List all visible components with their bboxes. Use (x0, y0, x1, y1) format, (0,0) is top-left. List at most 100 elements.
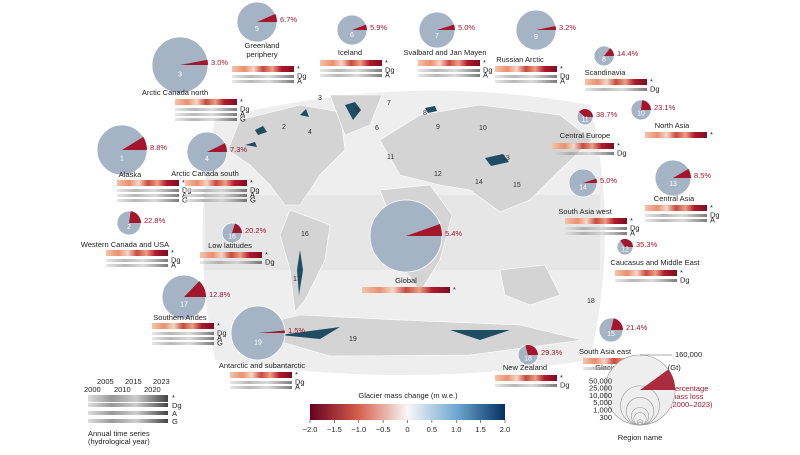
loss-label: 29.3% (541, 348, 563, 357)
loss-label: 35.3% (636, 240, 658, 249)
region-name: Global (395, 276, 417, 285)
pie-number: 2 (127, 224, 131, 231)
row-label: A (240, 109, 245, 118)
time-series-strip (552, 152, 614, 155)
pie-number: 17 (180, 302, 188, 309)
loss-label: 8.8% (150, 143, 167, 152)
pie-number: 4 (205, 156, 209, 163)
time-legend: Annual time series (hydrological year) (88, 429, 150, 446)
row-label: * (483, 58, 486, 67)
pie-number: 12 (621, 247, 629, 254)
pie-number: 11 (581, 117, 588, 124)
row-label: G (240, 114, 246, 123)
time-series-strip (230, 386, 292, 389)
map-region-number: 7 (387, 100, 391, 107)
row-label: G (250, 195, 256, 204)
region-name: Caucasus and Middle East (610, 258, 700, 267)
row-label: A (385, 70, 390, 79)
row-label: Dg (217, 328, 227, 337)
row-label: Dg (560, 71, 570, 80)
time-note: (hydrological year) (88, 437, 150, 446)
row-label: Dg (265, 257, 275, 266)
colorbar-tick-label: 0.5 (427, 425, 437, 434)
pie-number: 19 (254, 339, 262, 346)
time-series-strip (175, 113, 237, 116)
loss-label: 5.9% (370, 23, 387, 32)
year-label: 2010 (114, 385, 131, 394)
colorbar-title: Glacier mass change (m w.e.) (358, 391, 458, 400)
loss-label: 8.5% (694, 171, 711, 180)
loss-label: 14.4% (617, 49, 639, 58)
row-label: Dg (680, 275, 690, 284)
time-series-strip (645, 214, 707, 217)
colorbar-tick-label: 1.5 (475, 425, 485, 434)
pie-number: 5 (255, 26, 259, 33)
map-region-number: 16 (301, 231, 309, 238)
time-series-strip (565, 232, 627, 235)
map-region-number: 14 (475, 179, 483, 186)
pie-number: 9 (534, 34, 538, 41)
time-series-strip (418, 74, 480, 77)
pie-loss-wedge (604, 48, 614, 56)
region-name: South Asia west (558, 207, 612, 216)
row-label: A (250, 190, 255, 199)
map-region-number: 18 (587, 298, 595, 305)
pie-loss-wedge (673, 168, 691, 178)
pie-loss-wedge (578, 109, 593, 117)
map-region-number: 11 (387, 154, 394, 161)
time-series-strip (615, 270, 677, 276)
map-region-number: 13 (502, 155, 510, 162)
time-series-strip (185, 180, 247, 186)
time-series-strip (106, 259, 168, 262)
row-label: * (385, 58, 388, 67)
pie-loss-wedge (620, 239, 633, 247)
time-series-strip (645, 219, 707, 222)
time-series-strip (565, 218, 627, 224)
row-label: Dg (710, 210, 720, 219)
time-series-strip (418, 69, 480, 72)
row-label: A (182, 190, 187, 199)
row-label: Dg (171, 255, 181, 264)
time-series-strip (615, 279, 677, 282)
loss-label: 12.8% (209, 290, 231, 299)
pie-number: 15 (607, 331, 615, 338)
year-label: 2000 (84, 385, 101, 394)
time-series-strip (495, 80, 557, 83)
pie-loss-wedge (406, 224, 442, 236)
loss-label: 5.0% (600, 176, 617, 185)
time-series-strip (320, 69, 382, 72)
pie-loss-wedge (536, 26, 556, 30)
colorbar: Glacier mass change (m w.e.) (310, 391, 505, 420)
time-note: Annual time series (88, 429, 150, 438)
year-label: 2005 (97, 377, 114, 386)
row-label: * (240, 97, 243, 106)
time-series-strip (200, 261, 262, 264)
pie-loss-wedge (583, 178, 597, 183)
loss-label: 3.2% (559, 23, 576, 32)
row-label: * (710, 130, 713, 139)
colorbar-tick-label: −2.0 (303, 425, 318, 434)
time-series-strip (175, 108, 237, 111)
region-name: Central Asia (654, 194, 695, 203)
time-series-strip (230, 381, 292, 384)
map-region-number: 17 (293, 276, 301, 283)
row-label: A (483, 70, 488, 79)
row-label: * (171, 248, 174, 257)
row-label: Dg (240, 104, 250, 113)
map-region-number: 8 (423, 110, 427, 117)
loss-label: 5.0% (458, 23, 475, 32)
pie-number: 13 (669, 181, 677, 188)
region-name: Southern Andes (153, 313, 207, 322)
pie-loss-wedge (129, 211, 141, 223)
row-label: Dg (650, 84, 660, 93)
pie-loss-wedge (122, 136, 147, 150)
time-series-strip (106, 250, 168, 256)
region-name: Iceland (338, 48, 362, 57)
colorbar-tick-label: −1.0 (351, 425, 366, 434)
time-series-strip (185, 199, 247, 202)
pie-loss-wedge (257, 13, 277, 22)
loss-label: 1.5% (288, 326, 305, 335)
size-legend-label: 5,000 (593, 398, 612, 407)
legend-wedge (640, 369, 675, 390)
region-name-line: periphery (246, 50, 278, 59)
